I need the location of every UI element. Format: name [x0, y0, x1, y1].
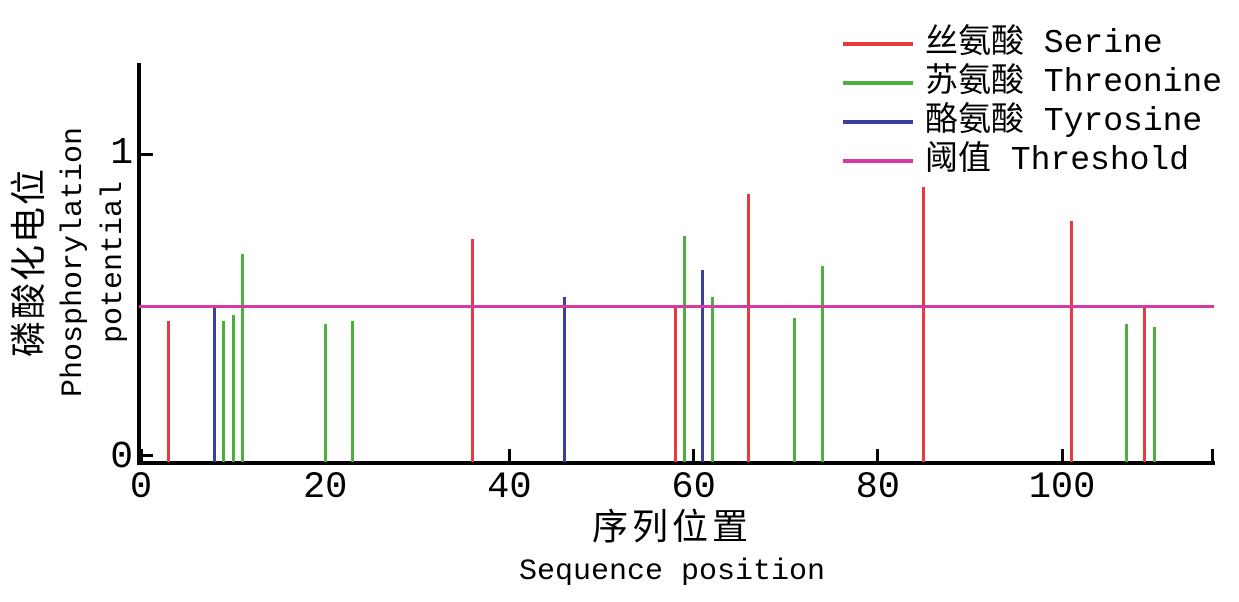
stem-tyrosine-pos61 — [701, 269, 705, 462]
y-axis-title: 磷酸化电位 Phosphorylation potential — [10, 47, 131, 477]
stem-serine-pos58 — [673, 306, 677, 462]
stem-threonine-pos62 — [710, 296, 714, 462]
y-tick-label-1: 1 — [110, 132, 133, 175]
stem-threonine-pos10 — [231, 315, 235, 462]
y-axis — [137, 63, 141, 465]
legend-line-serine — [843, 41, 913, 46]
stem-serine-pos85 — [922, 187, 926, 462]
stem-serine-pos36 — [471, 239, 475, 462]
stem-threonine-pos11 — [240, 254, 244, 462]
stem-threonine-pos9 — [222, 321, 226, 462]
legend-label-threonine: 苏氨酸 Threonine — [925, 64, 1223, 101]
legend-label-serine: 丝氨酸 Serine — [925, 25, 1163, 62]
x-axis-end-tick — [1210, 449, 1214, 461]
legend-row-serine: 丝氨酸 Serine — [843, 24, 1222, 63]
x-axis-title-en: Sequence position — [518, 555, 826, 589]
legend-line-tyrosine — [843, 119, 913, 124]
stem-threonine-pos20 — [323, 324, 327, 462]
stem-serine-pos109 — [1143, 306, 1147, 462]
legend: 丝氨酸 Serine 苏氨酸 Threonine 酪氨酸 Tyrosine 阈值… — [843, 24, 1222, 180]
x-tick-label-0: 0 — [129, 467, 153, 509]
stem-serine-pos101 — [1069, 220, 1073, 462]
x-tick-80 — [876, 449, 880, 461]
x-tick-label-100: 100 — [1028, 467, 1096, 509]
legend-label-threshold: 阈值 Threshold — [925, 142, 1190, 179]
y-axis-title-zh: 磷酸化电位 — [11, 167, 52, 358]
x-tick-label-80: 80 — [855, 467, 900, 509]
legend-row-threonine: 苏氨酸 Threonine — [843, 63, 1222, 102]
stem-threonine-pos74 — [821, 266, 825, 462]
x-tick-60 — [692, 449, 696, 461]
y-tick-0 — [141, 453, 153, 457]
stem-tyrosine-pos8 — [213, 306, 217, 462]
stem-threonine-pos23 — [351, 321, 355, 462]
legend-row-tyrosine: 酪氨酸 Tyrosine — [843, 102, 1222, 141]
x-tick-100 — [1060, 449, 1064, 461]
stem-threonine-pos71 — [793, 318, 797, 462]
stem-tyrosine-pos46 — [563, 296, 567, 462]
threshold-line — [139, 304, 1214, 308]
x-tick-label-40: 40 — [487, 467, 532, 509]
legend-row-threshold: 阈值 Threshold — [843, 141, 1222, 180]
x-axis-title-zh: 序列位置 — [591, 509, 752, 550]
stem-threonine-pos107 — [1124, 324, 1128, 462]
legend-line-threshold — [843, 158, 913, 163]
x-tick-label-20: 20 — [302, 467, 348, 509]
stem-serine-pos3 — [167, 321, 171, 462]
legend-label-tyrosine: 酪氨酸 Tyrosine — [925, 103, 1203, 140]
x-tick-label-60: 60 — [671, 467, 716, 509]
y-tick-1 — [141, 152, 153, 156]
y-axis-title-en: Phosphorylation potential — [57, 126, 131, 398]
y-tick-label-0: 0 — [110, 436, 133, 479]
x-axis — [137, 461, 1215, 465]
stem-threonine-pos110 — [1152, 327, 1156, 462]
x-tick-40 — [507, 449, 511, 461]
stem-serine-pos66 — [747, 193, 751, 462]
stem-threonine-pos59 — [682, 236, 686, 462]
x-axis-title: 序列位置 Sequence position — [372, 508, 972, 592]
legend-line-threonine — [843, 80, 913, 85]
